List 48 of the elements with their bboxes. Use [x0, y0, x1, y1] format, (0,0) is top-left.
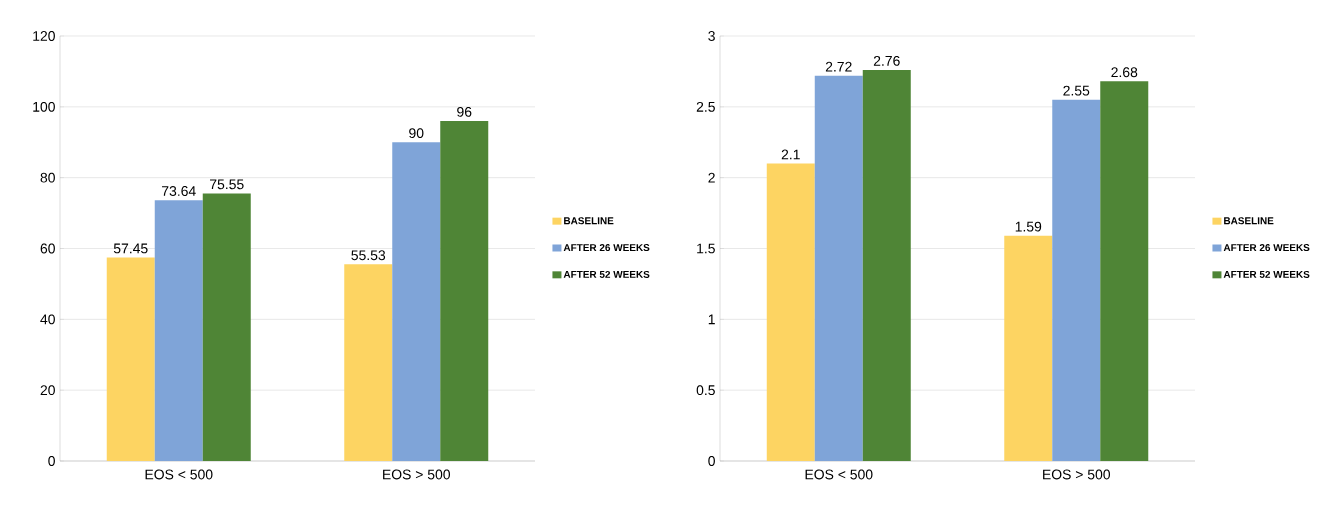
- data-label: 2.55: [1063, 85, 1090, 96]
- bar: [440, 121, 489, 461]
- data-label: 96: [457, 106, 472, 117]
- x-tick-label: EOS > 500: [1043, 469, 1111, 480]
- y-tick-label: 120: [33, 31, 55, 41]
- data-label: 1.59: [1015, 221, 1042, 232]
- legend-label: BASELINE: [564, 217, 614, 225]
- y-tick-label: 0.5: [696, 385, 715, 396]
- legend-label: BASELINE: [1224, 217, 1274, 225]
- legend-label: AFTER 52 WEEKS: [1223, 270, 1310, 278]
- y-tick-label: 0: [48, 456, 55, 466]
- data-label: 55.53: [351, 250, 386, 261]
- bar: [766, 163, 815, 461]
- bar: [106, 257, 155, 461]
- data-label: 2.1: [781, 149, 800, 160]
- data-label: 2.72: [825, 61, 852, 72]
- legend-label: AFTER 52 WEEKS: [563, 270, 650, 278]
- data-label: 73.64: [162, 186, 196, 197]
- data-label: 2.76: [873, 55, 900, 66]
- legend-label: AFTER 26 WEEKS: [1223, 244, 1310, 252]
- bar: [1004, 235, 1053, 461]
- legend-label: AFTER 26 WEEKS: [563, 244, 650, 252]
- y-tick-label: 1.5: [697, 243, 715, 254]
- y-tick-label: 100: [33, 101, 55, 112]
- x-tick-label: EOS < 500: [145, 469, 213, 480]
- bar: [154, 200, 203, 461]
- y-tick-label: 80: [40, 172, 55, 183]
- data-label: 90: [409, 128, 424, 139]
- bar: [1100, 81, 1149, 461]
- x-tick-label: EOS < 500: [805, 469, 873, 480]
- y-tick-label: 1: [708, 314, 715, 325]
- data-label: 57.45: [113, 243, 148, 254]
- bar: [392, 142, 441, 461]
- y-tick-label: 60: [40, 243, 55, 254]
- bar: [202, 193, 251, 461]
- bar: [862, 70, 911, 461]
- bar: [814, 75, 863, 461]
- x-tick-label: EOS > 500: [383, 469, 451, 480]
- y-tick-label: 3: [708, 31, 715, 41]
- data-label: 2.68: [1111, 67, 1138, 78]
- bar: [344, 264, 393, 461]
- y-tick-label: 2: [708, 172, 715, 183]
- data-label: 75.55: [210, 179, 244, 190]
- y-tick-label: 0: [708, 456, 715, 466]
- y-tick-label: 40: [40, 314, 55, 325]
- y-tick-label: 2.5: [696, 101, 715, 112]
- y-tick-label: 20: [40, 385, 55, 396]
- bar: [1052, 99, 1101, 461]
